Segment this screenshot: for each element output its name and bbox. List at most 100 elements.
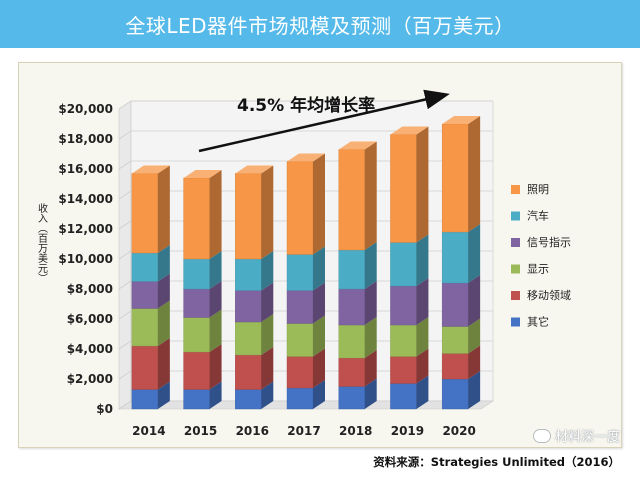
bar-side-2016-照明	[261, 165, 274, 259]
bar-segment-2015-信号指示	[183, 288, 210, 318]
bar-segment-2017-移动领域	[286, 356, 314, 389]
bar-segment-2014-照明	[131, 173, 159, 254]
x-tick-label: 2020	[442, 424, 475, 438]
bar-segment-2020-显示	[441, 326, 469, 354]
bar-segment-2018-汽车	[338, 249, 365, 290]
slide-title: 全球LED器件市场规模及预测（百万美元）	[0, 0, 640, 48]
x-tick-label: 2015	[184, 424, 217, 438]
legend-swatch-显示	[511, 264, 520, 274]
legend-swatch-移动领域	[511, 291, 520, 300]
bar-segment-2020-照明	[441, 123, 469, 233]
y-tick-label: $4,000	[67, 342, 113, 356]
bar-segment-2014-其它	[131, 389, 159, 410]
bar-side-2017-汽车	[313, 246, 325, 291]
bar-segment-2018-移动领域	[338, 357, 365, 387]
bar-segment-2020-汽车	[441, 231, 469, 284]
bar-segment-2017-显示	[286, 323, 314, 357]
bar-segment-2017-汽车	[286, 254, 314, 291]
bar-side-2020-其它	[468, 371, 481, 409]
legend-label-显示: 显示	[527, 263, 549, 276]
bar-side-2019-信号指示	[416, 278, 429, 325]
legend-swatch-照明	[511, 185, 520, 194]
bar-side-2019-移动领域	[416, 348, 429, 384]
bar-segment-2014-信号指示	[131, 281, 159, 309]
bar-side-2017-其它	[313, 380, 325, 409]
bar-side-2019-其它	[416, 375, 429, 409]
bar-segment-2017-信号指示	[286, 290, 314, 324]
bar-side-2018-其它	[364, 378, 377, 409]
bar-side-2016-其它	[261, 381, 274, 409]
bar-side-2019-显示	[416, 317, 429, 357]
y-tick-label: $2,000	[67, 372, 113, 386]
bar-top-2018	[338, 141, 377, 150]
bar-side-2014-显示	[157, 300, 170, 346]
bar-side-2019-汽车	[416, 234, 429, 286]
bar-side-2015-信号指示	[209, 281, 222, 318]
legend-label-信号指示: 信号指示	[527, 235, 571, 249]
bar-top-2014	[131, 165, 170, 174]
growth-arrow	[198, 89, 450, 153]
legend-label-移动领域: 移动领域	[527, 289, 571, 302]
x-tick-label: 2016	[236, 424, 269, 438]
legend-label-照明: 照明	[527, 183, 549, 196]
legend-swatch-其它	[511, 317, 520, 327]
bar-side-2018-信号指示	[364, 281, 377, 325]
legend-swatch-信号指示	[511, 238, 520, 247]
bar-top-2020	[442, 116, 481, 124]
bar-side-2020-移动领域	[468, 345, 481, 379]
bar-side-2018-照明	[364, 141, 377, 250]
bar-segment-2017-其它	[286, 387, 314, 410]
y-tick-label: $6,000	[67, 312, 113, 326]
bar-side-2020-信号指示	[468, 275, 481, 327]
bar-segment-2020-其它	[441, 378, 469, 410]
bar-top-2017	[287, 153, 325, 162]
bar-segment-2018-信号指示	[338, 288, 365, 326]
bar-segment-2017-照明	[286, 161, 314, 255]
y-axis-label: 收入（百万美元）	[36, 202, 48, 283]
y-tick-label: $16,000	[58, 162, 113, 176]
bar-segment-2020-信号指示	[441, 282, 469, 327]
bar-segment-2019-信号指示	[390, 285, 417, 326]
bar-side-2015-照明	[209, 170, 222, 259]
legend-swatch-汽车	[511, 211, 520, 221]
bar-segment-2016-信号指示	[235, 290, 262, 323]
y-tick-label: $12,000	[58, 222, 113, 236]
gridline	[118, 100, 493, 110]
bar-side-2014-其它	[157, 381, 170, 409]
bar-top-2015	[183, 170, 222, 178]
bar-top-2019	[390, 126, 429, 135]
bar-side-2016-显示	[261, 314, 274, 355]
bar-segment-2015-显示	[183, 317, 210, 353]
stacked-bar-chart: $0 $2,000 $4,000 $6,000 $8,000 $10,000 $12,000…	[36, 89, 571, 438]
bar-segment-2015-移动领域	[183, 351, 210, 390]
gridline	[118, 130, 493, 140]
y-tick-label: $14,000	[58, 192, 113, 206]
bar-side-2018-移动领域	[364, 350, 377, 387]
bar-segment-2015-汽车	[183, 258, 210, 290]
chart-frame: $0 $2,000 $4,000 $6,000 $8,000 $10,000 $12,000…	[18, 62, 622, 448]
bar-top-2016	[235, 165, 274, 174]
bar-side-2016-信号指示	[261, 282, 274, 322]
y-tick-label: $10,000	[58, 252, 113, 266]
y-tick-label: $20,000	[58, 102, 113, 116]
bar-segment-2016-汽车	[235, 258, 262, 291]
bar-side-2015-其它	[209, 381, 222, 409]
bar-side-2017-移动领域	[313, 348, 325, 388]
bar-side-2018-汽车	[364, 242, 377, 289]
bar-segment-2014-汽车	[131, 252, 159, 282]
bar-segment-2019-其它	[390, 383, 417, 410]
bar-side-2014-照明	[157, 165, 170, 253]
bar-segment-2018-照明	[338, 149, 365, 251]
bar-segment-2016-照明	[235, 173, 262, 260]
bar-segment-2019-照明	[390, 134, 417, 243]
source-note: 资料来源：Strategies Unlimited（2016）	[373, 455, 620, 469]
bar-segment-2016-显示	[235, 321, 262, 356]
bar-segment-2019-汽车	[390, 242, 417, 287]
x-tick-label: 2017	[287, 424, 320, 438]
bar-segment-2019-移动领域	[390, 356, 417, 384]
legend-label-汽车: 汽车	[527, 209, 549, 223]
bar-side-2020-照明	[468, 116, 481, 232]
bar-side-2017-照明	[313, 153, 325, 255]
bar-segment-2014-移动领域	[131, 345, 159, 390]
bar-side-2014-移动领域	[157, 338, 170, 390]
